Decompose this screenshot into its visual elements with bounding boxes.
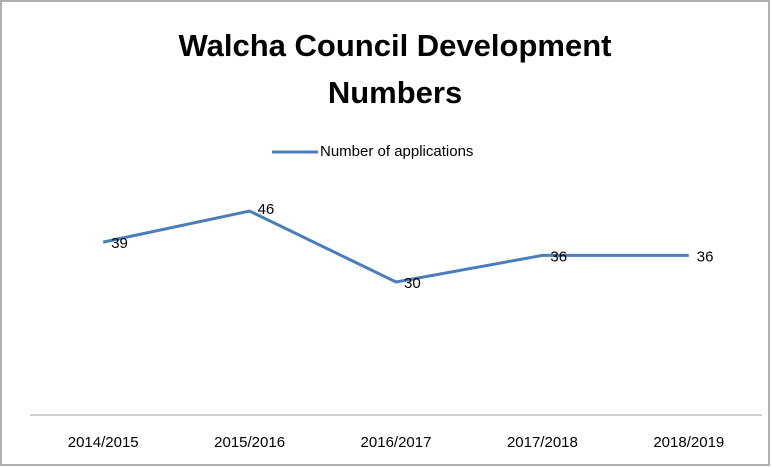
x-tick-label: 2015/2016 bbox=[214, 434, 285, 451]
x-tick-label: 2016/2017 bbox=[361, 434, 432, 451]
data-label: 46 bbox=[258, 201, 275, 218]
legend-label: Number of applications bbox=[320, 143, 473, 160]
data-label: 36 bbox=[550, 248, 567, 265]
x-tick-label: 2018/2019 bbox=[653, 434, 724, 451]
data-label: 36 bbox=[697, 248, 714, 265]
chart-title: Walcha Council Development Numbers bbox=[178, 28, 612, 110]
x-tick-label: 2014/2015 bbox=[68, 434, 139, 451]
data-line bbox=[102, 209, 689, 284]
x-tick-label: 2017/2018 bbox=[507, 434, 578, 451]
data-label: 39 bbox=[111, 235, 128, 252]
data-label: 30 bbox=[404, 275, 421, 292]
